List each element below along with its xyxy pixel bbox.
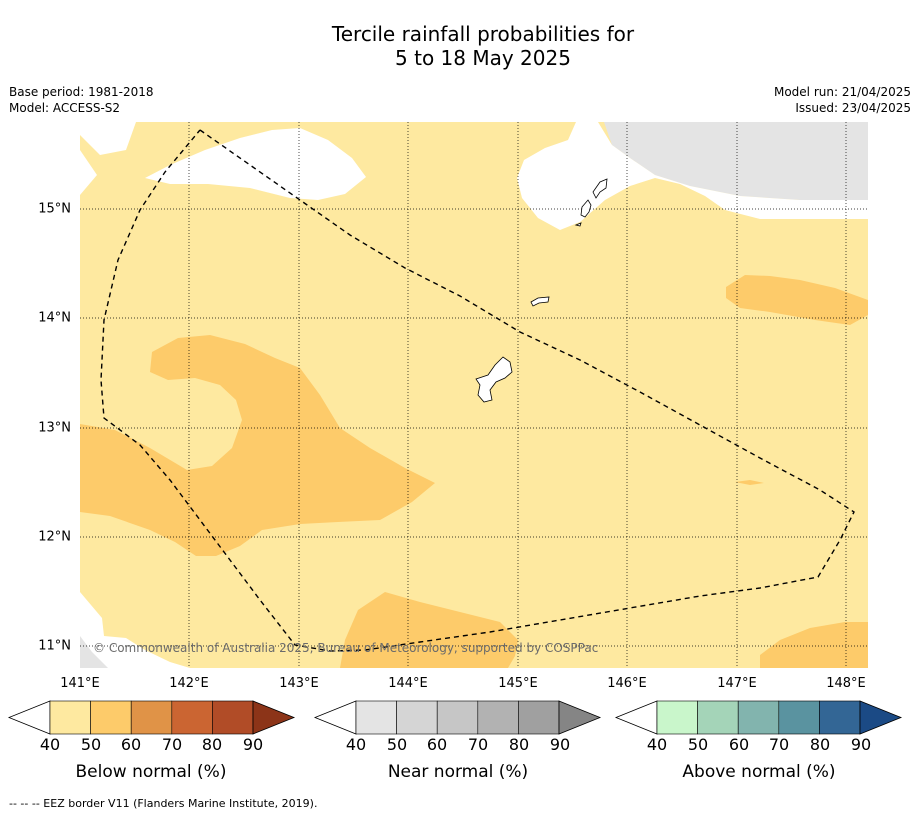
below-50-60-west xyxy=(80,335,435,556)
colorbar-near-segment xyxy=(355,700,397,735)
colorbar-near-segment xyxy=(518,700,560,735)
model-name: Model: ACCESS-S2 xyxy=(9,101,121,115)
cbar-above-tick-70: 70 xyxy=(768,735,790,754)
x-tick-148: 148°E xyxy=(826,676,866,691)
y-tick-15n: 15°N xyxy=(38,201,71,217)
cbar-below-tick-80: 80 xyxy=(201,735,223,754)
white-region-ne xyxy=(517,122,868,230)
colorbar-below-segment xyxy=(130,700,173,735)
chart-title: Tercile rainfall probabilities for 5 to … xyxy=(0,22,919,70)
cbar-below-tick-70: 70 xyxy=(161,735,183,754)
x-tick-147: 147°E xyxy=(717,676,757,691)
island-rota xyxy=(530,296,550,307)
x-tick-144: 144°E xyxy=(388,676,428,691)
cbar-above-tick-90: 90 xyxy=(850,735,872,754)
colorbar-near-segment xyxy=(396,700,438,735)
colorbar-above-segment xyxy=(737,700,780,735)
base-period: Base period: 1981-2018 xyxy=(9,85,154,99)
cbar-near-tick-50: 50 xyxy=(386,735,408,754)
x-tick-146: 146°E xyxy=(607,676,647,691)
y-tick-12n: 12°N xyxy=(38,529,71,545)
colorbar-above-segment xyxy=(819,700,861,735)
near-normal-sw xyxy=(80,636,108,668)
colorbar-above xyxy=(614,700,903,735)
colorbar-below xyxy=(7,700,296,735)
colorbar-above-segment xyxy=(656,700,698,735)
colorbar-below-segment xyxy=(171,700,213,735)
y-tick-11n: 11°N xyxy=(38,638,71,654)
meta-left: Base period: 1981-2018 Model: ACCESS-S2 xyxy=(9,84,154,116)
eez-footnote: -- -- -- EEZ border V11 (Flanders Marine… xyxy=(9,797,318,810)
cbar-below-tick-90: 90 xyxy=(242,735,264,754)
colorbar-below-low-arrow xyxy=(7,700,51,735)
x-tick-143: 143°E xyxy=(279,676,319,691)
cbar-below-tick-60: 60 xyxy=(120,735,142,754)
cbar-above-tick-50: 50 xyxy=(687,735,709,754)
colorbar-below-segment xyxy=(212,700,254,735)
colorbar-near-low-arrow xyxy=(313,700,357,735)
colorbar-near-label: Near normal (%) xyxy=(387,762,529,782)
colorbar-near-segment xyxy=(436,700,479,735)
x-tick-142: 142°E xyxy=(169,676,209,691)
colorbar-above-low-arrow xyxy=(614,700,658,735)
title-line-2: 5 to 18 May 2025 xyxy=(395,46,571,70)
graticule xyxy=(80,122,868,668)
issued-date: Issued: 23/04/2025 xyxy=(795,101,911,115)
y-tick-14n: 14°N xyxy=(38,310,71,326)
colorbar-below-label: Below normal (%) xyxy=(75,762,227,782)
cbar-near-tick-80: 80 xyxy=(508,735,530,754)
cbar-below-tick-40: 40 xyxy=(39,735,61,754)
colorbar-above-label: Above normal (%) xyxy=(682,762,836,782)
eez-border xyxy=(100,129,855,652)
colorbar-below-high-arrow xyxy=(252,700,296,735)
cbar-near-tick-40: 40 xyxy=(345,735,367,754)
island-guam xyxy=(475,356,513,403)
colorbar-near-high-arrow xyxy=(558,700,602,735)
below-50-60-small xyxy=(735,480,764,485)
below-50-60-se xyxy=(760,622,868,668)
colorbar-below-segment xyxy=(90,700,132,735)
colorbars xyxy=(7,700,903,735)
white-region-nw-top xyxy=(80,122,136,155)
white-region-nw xyxy=(80,150,97,195)
meta-right: Model run: 21/04/2025 Issued: 23/04/2025 xyxy=(774,84,911,116)
islands xyxy=(475,178,608,403)
colorbar-near-segment xyxy=(477,700,519,735)
y-tick-13n: 13°N xyxy=(38,420,71,436)
island-tinian xyxy=(580,199,592,218)
island-saipan xyxy=(592,178,608,199)
colorbar-above-high-arrow xyxy=(859,700,903,735)
copyright-notice: © Commonwealth of Australia 2025, Bureau… xyxy=(93,641,599,655)
island-aguijan xyxy=(574,222,582,227)
cbar-near-tick-60: 60 xyxy=(426,735,448,754)
x-tick-141: 141°E xyxy=(60,676,100,691)
cbar-below-tick-50: 50 xyxy=(80,735,102,754)
white-region-north xyxy=(145,128,366,200)
white-region-sw xyxy=(80,592,190,668)
cbar-near-tick-90: 90 xyxy=(549,735,571,754)
model-run: Model run: 21/04/2025 xyxy=(773,85,911,99)
map-area xyxy=(80,122,868,668)
title-line-1: Tercile rainfall probabilities for xyxy=(331,22,635,46)
cbar-above-tick-80: 80 xyxy=(809,735,831,754)
cbar-above-tick-60: 60 xyxy=(728,735,750,754)
colorbar-above-segment xyxy=(778,700,820,735)
below-50-60-south xyxy=(340,592,518,668)
colorbar-below-segment xyxy=(49,700,91,735)
colorbar-near xyxy=(313,700,602,735)
below-50-60-east xyxy=(726,275,868,325)
cbar-above-tick-40: 40 xyxy=(646,735,668,754)
x-tick-145: 145°E xyxy=(498,676,538,691)
colorbar-above-segment xyxy=(697,700,739,735)
near-normal-region xyxy=(604,122,868,200)
cbar-near-tick-70: 70 xyxy=(467,735,489,754)
